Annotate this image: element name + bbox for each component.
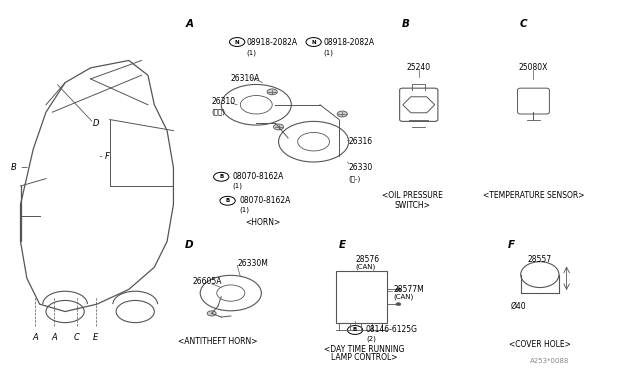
Circle shape xyxy=(396,288,401,291)
Text: C: C xyxy=(74,333,79,342)
Text: (1): (1) xyxy=(246,50,257,56)
Text: F: F xyxy=(508,240,515,250)
Circle shape xyxy=(396,303,401,306)
Circle shape xyxy=(207,311,216,316)
Text: A: A xyxy=(186,19,193,29)
Text: (CAN): (CAN) xyxy=(355,264,375,270)
Text: A253*0088: A253*0088 xyxy=(530,358,569,365)
Text: 26310: 26310 xyxy=(212,97,236,106)
Text: A: A xyxy=(32,333,38,342)
Text: 08146-6125G: 08146-6125G xyxy=(366,326,418,334)
Text: 28577M: 28577M xyxy=(394,285,424,294)
Text: Ø40: Ø40 xyxy=(511,301,527,311)
Text: 28576: 28576 xyxy=(355,255,379,264)
Text: B: B xyxy=(402,19,410,29)
Text: 26330: 26330 xyxy=(349,163,373,172)
Text: SWITCH>: SWITCH> xyxy=(394,201,430,210)
Text: 08918-2082A: 08918-2082A xyxy=(323,38,374,46)
Text: E: E xyxy=(339,240,346,250)
Circle shape xyxy=(273,124,284,130)
Text: <HORN>: <HORN> xyxy=(245,218,280,227)
Text: (CAN): (CAN) xyxy=(394,294,413,300)
Text: <DAY TIME RUNNING: <DAY TIME RUNNING xyxy=(324,345,405,354)
Text: 26316: 26316 xyxy=(349,137,372,146)
Bar xyxy=(336,271,387,323)
Text: D: D xyxy=(185,240,194,250)
Text: E: E xyxy=(93,333,99,342)
Text: <OIL PRESSURE: <OIL PRESSURE xyxy=(382,191,443,200)
Circle shape xyxy=(267,89,277,95)
Text: 26310A: 26310A xyxy=(231,74,260,83)
Circle shape xyxy=(337,111,348,117)
Text: B: B xyxy=(225,198,230,203)
Text: N: N xyxy=(235,39,239,45)
Text: 26605A: 26605A xyxy=(193,278,222,286)
Text: A: A xyxy=(51,333,57,342)
Text: (1): (1) xyxy=(323,50,333,56)
Text: 08070-8162A: 08070-8162A xyxy=(232,172,284,181)
Text: 26330M: 26330M xyxy=(237,259,268,268)
Text: LAMP CONTROL>: LAMP CONTROL> xyxy=(332,353,398,362)
Text: 28557: 28557 xyxy=(528,255,552,264)
Text: 08070-8162A: 08070-8162A xyxy=(239,196,291,205)
Text: 08918-2082A: 08918-2082A xyxy=(246,38,298,46)
Text: (1): (1) xyxy=(232,183,242,189)
Text: D: D xyxy=(92,119,99,128)
Text: <COVER HOLE>: <COVER HOLE> xyxy=(509,340,571,349)
Text: (2): (2) xyxy=(366,336,376,343)
Text: F: F xyxy=(105,152,109,161)
Text: B: B xyxy=(12,163,17,172)
Text: 25080X: 25080X xyxy=(519,63,548,72)
Text: <TEMPERATURE SENSOR>: <TEMPERATURE SENSOR> xyxy=(483,191,584,200)
Text: (1): (1) xyxy=(239,207,249,213)
Text: <ANTITHEFT HORN>: <ANTITHEFT HORN> xyxy=(179,337,258,346)
Text: 25240: 25240 xyxy=(406,63,431,72)
Text: (ロ-): (ロ-) xyxy=(349,175,361,182)
Text: B: B xyxy=(353,327,357,333)
Text: N: N xyxy=(311,39,316,45)
Text: (ハイ): (ハイ) xyxy=(212,109,226,115)
Text: C: C xyxy=(520,19,528,29)
Text: B: B xyxy=(219,174,223,179)
